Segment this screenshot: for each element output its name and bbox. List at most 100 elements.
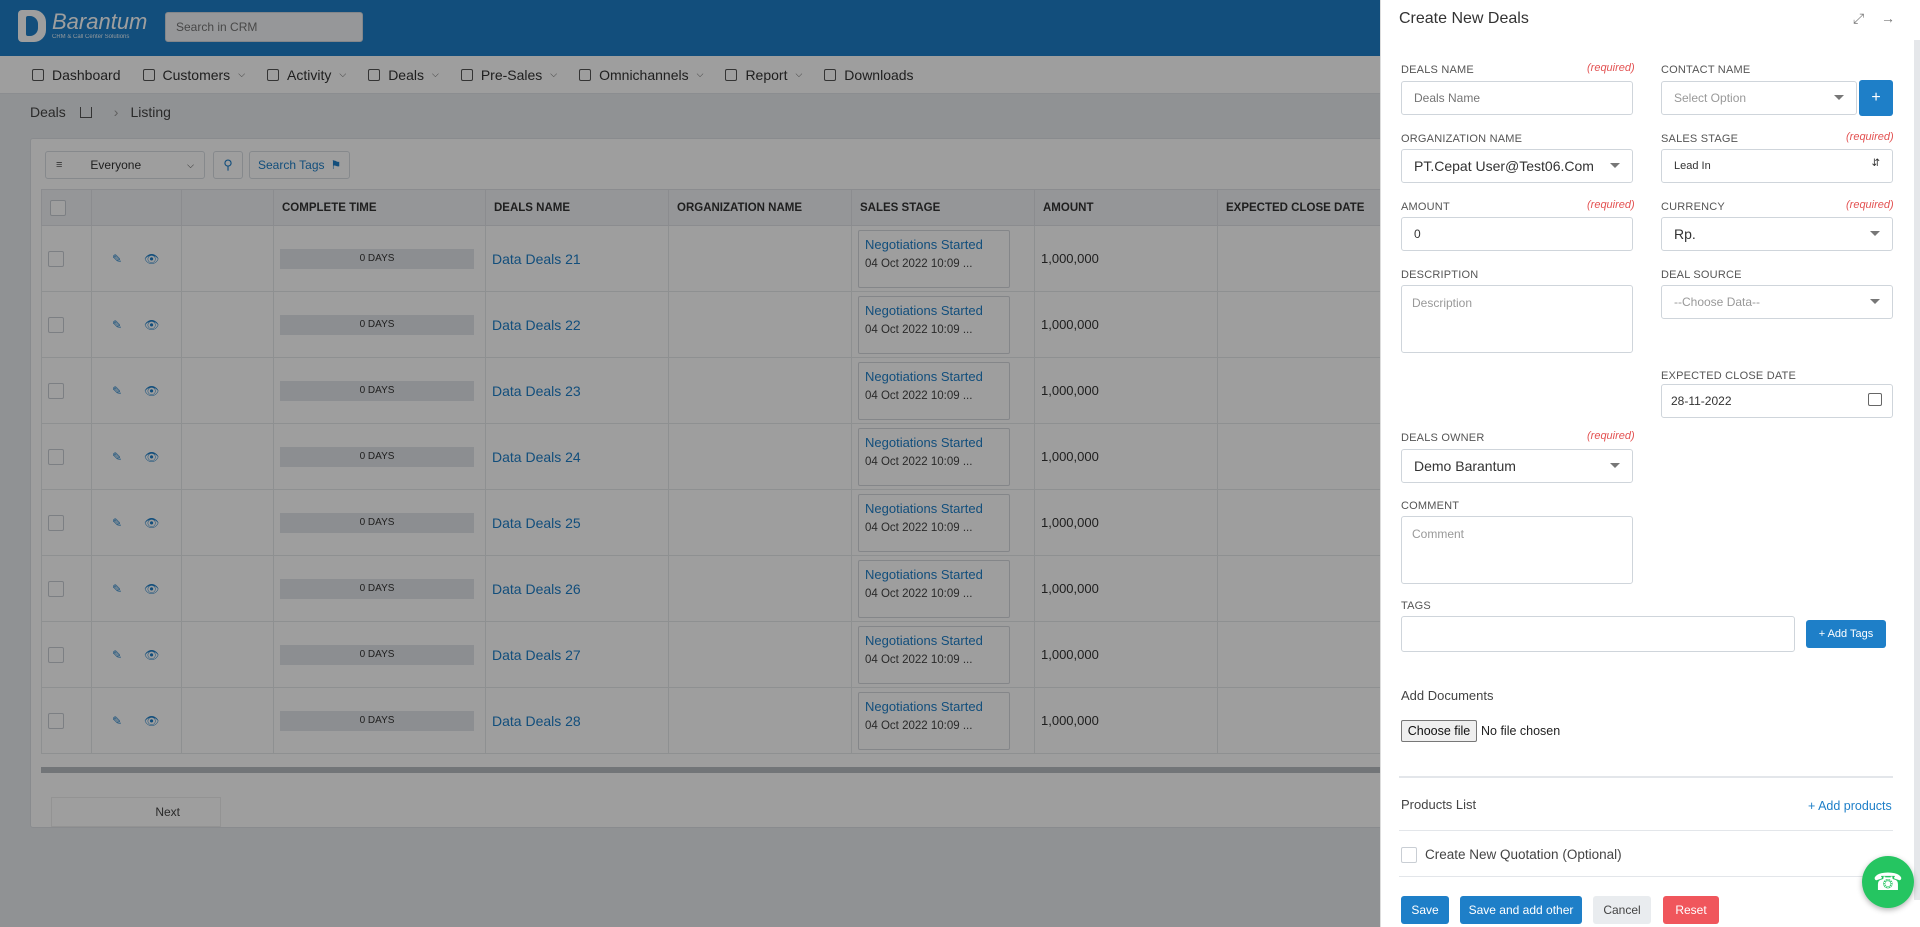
whatsapp-icon[interactable]: ☎ (1862, 856, 1914, 908)
sales-stage-box[interactable]: Negotiations Started 04 Oct 2022 10:09 ..… (858, 691, 1010, 750)
table-row[interactable]: ✎ 👁 0 DAYS Data Deals 23 Negotiations Starte… (41, 357, 1411, 424)
search-button[interactable]: ⚲ (213, 151, 243, 179)
nav-report[interactable]: Report ⌵ (725, 67, 802, 83)
sales-stage-box[interactable]: Negotiations Started 04 Oct 2022 10:09 ..… (858, 559, 1010, 618)
view-icon[interactable]: 👁 (144, 318, 160, 332)
header-amount[interactable]: AMOUNT (1034, 189, 1218, 226)
deal-name-link[interactable]: Data Deals 22 (492, 316, 581, 333)
header-complete-time[interactable]: COMPLETE TIME (273, 189, 486, 226)
sales-stage-box[interactable]: Negotiations Started 04 Oct 2022 10:09 ..… (858, 295, 1010, 354)
select-all-checkbox[interactable] (50, 199, 66, 216)
expected-close-date-label: EXPECTED CLOSE DATE (1661, 370, 1797, 382)
deal-name-link[interactable]: Data Deals 21 (492, 250, 581, 267)
close-arrow-icon[interactable]: → (1881, 10, 1895, 26)
table-row[interactable]: ✎ 👁 0 DAYS Data Deals 22 Negotiations Starte… (41, 291, 1411, 358)
crm-search-input[interactable] (165, 12, 363, 42)
currency-select[interactable]: Rp. (1661, 217, 1893, 251)
sales-stage-box[interactable]: Negotiations Started 04 Oct 2022 10:09 ..… (858, 625, 1010, 684)
comment-textarea[interactable]: Comment (1401, 516, 1633, 584)
table-row[interactable]: ✎ 👁 0 DAYS Data Deals 25 Negotiations Starte… (41, 489, 1411, 556)
amount-value: 1,000,000 (1041, 383, 1099, 398)
calendar-icon[interactable] (1868, 393, 1882, 406)
amount-input[interactable]: 0 (1401, 217, 1633, 251)
add-tags-button[interactable]: + Add Tags (1806, 620, 1886, 648)
view-icon[interactable]: 👁 (144, 516, 160, 530)
nav-activity[interactable]: Activity ⌵ (267, 67, 346, 83)
deals-name-input[interactable] (1401, 81, 1633, 115)
home-icon[interactable] (79, 106, 92, 118)
breadcrumb-section[interactable]: Deals (30, 104, 66, 120)
view-icon[interactable]: 👁 (144, 714, 160, 728)
deal-name-link[interactable]: Data Deals 28 (492, 712, 581, 729)
add-contact-button[interactable]: + (1859, 80, 1893, 116)
view-icon[interactable]: 👁 (144, 384, 160, 398)
row-checkbox[interactable] (48, 316, 64, 333)
header-organization-name[interactable]: ORGANIZATION NAME (668, 189, 852, 226)
deal-name-link[interactable]: Data Deals 25 (492, 514, 581, 531)
row-checkbox[interactable] (48, 382, 64, 399)
sales-stage-select[interactable]: Lead In ⇵ (1661, 149, 1893, 183)
organization-name-select[interactable]: PT.Cepat User@Test06.Com (1401, 149, 1633, 183)
reset-button[interactable]: Reset (1663, 896, 1719, 924)
view-icon[interactable]: 👁 (144, 252, 160, 266)
deal-name-link[interactable]: Data Deals 26 (492, 580, 581, 597)
caret-down-icon (1610, 463, 1620, 468)
deals-owner-select[interactable]: Demo Barantum (1401, 449, 1633, 483)
next-page-button[interactable]: Next (155, 805, 180, 819)
nav-downloads[interactable]: Downloads (824, 67, 914, 83)
nav-pre-sales[interactable]: Pre-Sales ⌵ (460, 67, 557, 83)
save-button[interactable]: Save (1401, 896, 1449, 924)
table-row[interactable]: ✎ 👁 0 DAYS Data Deals 24 Negotiations Starte… (41, 423, 1411, 490)
row-checkbox[interactable] (48, 514, 64, 531)
edit-icon[interactable]: ✎ (112, 384, 123, 398)
search-tags-button[interactable]: Search Tags ⚑ (249, 151, 351, 179)
add-products-link[interactable]: + Add products (1808, 799, 1892, 813)
expand-icon[interactable]: ⤢ (1853, 10, 1865, 26)
edit-icon[interactable]: ✎ (112, 516, 123, 530)
row-checkbox[interactable] (48, 580, 64, 597)
sales-stage-box[interactable]: Negotiations Started 04 Oct 2022 10:09 ..… (858, 229, 1010, 288)
edit-icon[interactable]: ✎ (112, 714, 123, 728)
edit-icon[interactable]: ✎ (112, 648, 123, 662)
logo[interactable]: Barantum CRM & Call Center Solutions (18, 10, 147, 42)
deal-name-link[interactable]: Data Deals 27 (492, 646, 581, 663)
nav-omnichannels[interactable]: Omnichannels ⌵ (579, 67, 703, 83)
save-and-add-other-button[interactable]: Save and add other (1460, 896, 1582, 924)
create-quotation-checkbox[interactable] (1401, 847, 1417, 863)
row-checkbox[interactable] (48, 712, 64, 729)
cancel-button[interactable]: Cancel (1593, 896, 1651, 924)
deal-name-link[interactable]: Data Deals 24 (492, 448, 581, 465)
table-row[interactable]: ✎ 👁 0 DAYS Data Deals 27 Negotiations Starte… (41, 621, 1411, 688)
nav-deals[interactable]: Deals ⌵ (368, 67, 439, 83)
row-checkbox[interactable] (48, 250, 64, 267)
row-checkbox[interactable] (48, 646, 64, 663)
table-row[interactable]: ✎ 👁 0 DAYS Data Deals 21 Negotiations Starte… (41, 225, 1411, 292)
edit-icon[interactable]: ✎ (112, 450, 123, 464)
row-checkbox[interactable] (48, 448, 64, 465)
sales-stage-box[interactable]: Negotiations Started 04 Oct 2022 10:09 ..… (858, 427, 1010, 486)
expected-close-date-input[interactable]: 28-11-2022 (1661, 384, 1893, 418)
horizontal-scrollbar[interactable] (41, 767, 1411, 773)
sales-stage-box[interactable]: Negotiations Started 04 Oct 2022 10:09 ..… (858, 361, 1010, 420)
sales-stage-box[interactable]: Negotiations Started 04 Oct 2022 10:09 ..… (858, 493, 1010, 552)
owner-filter-select[interactable]: ≡ Everyone ⌵ (45, 151, 205, 179)
nav-dashboard[interactable]: Dashboard (32, 67, 121, 83)
edit-icon[interactable]: ✎ (112, 252, 123, 266)
header-deals-name[interactable]: DEALS NAME (485, 189, 669, 226)
view-icon[interactable]: 👁 (144, 450, 160, 464)
sales-stage-name: Negotiations Started (865, 632, 983, 648)
view-icon[interactable]: 👁 (144, 582, 160, 596)
description-textarea[interactable]: Description (1401, 285, 1633, 353)
deal-source-select[interactable]: --Choose Data-- (1661, 285, 1893, 319)
contact-name-select[interactable]: Select Option (1661, 81, 1857, 115)
edit-icon[interactable]: ✎ (112, 318, 123, 332)
nav-customers[interactable]: Customers ⌵ (142, 67, 245, 83)
edit-icon[interactable]: ✎ (112, 582, 123, 596)
tags-input[interactable] (1401, 616, 1795, 652)
row-amount-cell: 1,000,000 (1034, 555, 1218, 622)
choose-file-button[interactable]: Choose file (1401, 720, 1477, 742)
drawer-scrollbar[interactable] (1914, 40, 1920, 900)
view-icon[interactable]: 👁 (144, 648, 160, 662)
table-row[interactable]: ✎ 👁 0 DAYS Data Deals 28 Negotiations Starte… (41, 687, 1411, 754)
deal-name-link[interactable]: Data Deals 23 (492, 382, 581, 399)
